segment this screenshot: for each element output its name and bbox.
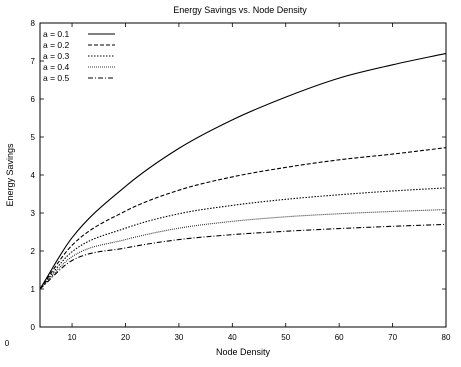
y-tick-label: 5 <box>31 133 36 142</box>
y-tick-label: 8 <box>31 19 36 28</box>
legend-label-4: a = 0.4 <box>43 62 70 72</box>
x-tick-label: 50 <box>281 333 290 342</box>
y-axis-label: Energy Savings <box>5 143 15 207</box>
chart-title: Energy Savings vs. Node Density <box>173 5 307 15</box>
series-lines <box>39 52 447 290</box>
y-tick-label: 4 <box>31 171 36 180</box>
legend: a = 0.1a = 0.2a = 0.3a = 0.4a = 0.5 <box>43 29 115 83</box>
series-line-3 <box>39 187 447 290</box>
y-tick-label: 1 <box>31 285 36 294</box>
x-tick-label: 30 <box>174 333 183 342</box>
y-tick-label: 2 <box>31 247 36 256</box>
y-tick-label: 0 <box>31 323 36 332</box>
x-axis-label: Node Density <box>216 347 271 357</box>
legend-label-5: a = 0.5 <box>43 73 70 83</box>
series-line-1 <box>39 52 447 290</box>
legend-label-3: a = 0.3 <box>43 51 70 61</box>
series-line-2 <box>39 147 447 290</box>
legend-label-1: a = 0.1 <box>43 29 70 39</box>
series-line-4 <box>39 209 447 290</box>
y-tick-label: 3 <box>31 209 36 218</box>
x-tick-label: 10 <box>68 333 77 342</box>
x-tick-label: 40 <box>228 333 237 342</box>
series-line-5 <box>39 223 447 290</box>
x-tick-label: 80 <box>442 333 451 342</box>
y-tick-label: 6 <box>31 95 36 104</box>
x-tick-label: 60 <box>335 333 344 342</box>
x-tick-label: 70 <box>388 333 397 342</box>
stray-tick-label: 0 <box>5 339 10 348</box>
x-tick-label: 20 <box>121 333 130 342</box>
y-tick-label: 7 <box>31 57 36 66</box>
axis-ticks: 10 20 30 40 50 60 70 80 0 1 2 3 4 5 6 7 8 <box>31 19 451 342</box>
legend-label-2: a = 0.2 <box>43 40 70 50</box>
